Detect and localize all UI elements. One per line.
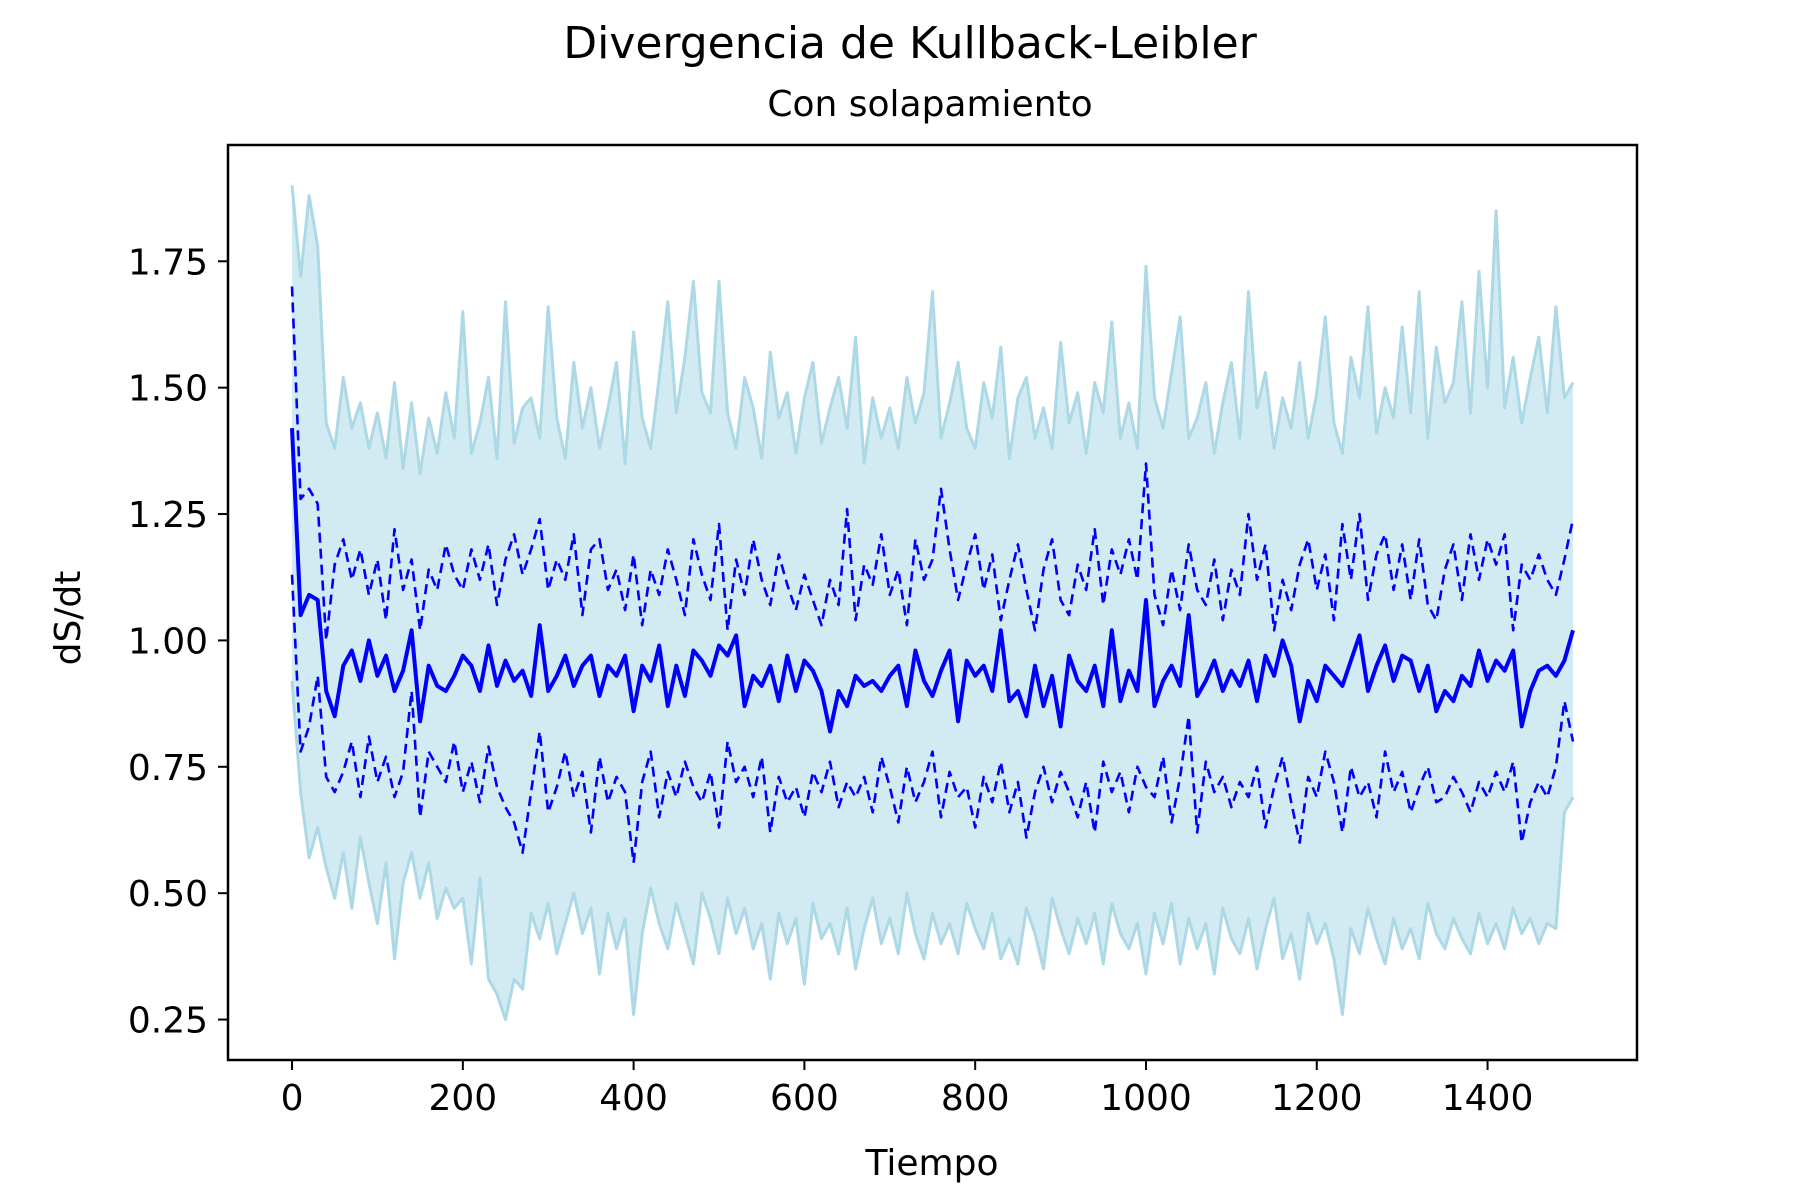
series-group: [290, 185, 1575, 1022]
x-tick-label: 400: [599, 1078, 668, 1119]
chart-title: Divergencia de Kullback-Leibler: [563, 18, 1257, 69]
series-line-sample-trajectory-min: [290, 680, 1575, 1022]
x-tick-label: 600: [770, 1078, 839, 1119]
series-line-lower-band: [290, 574, 1575, 865]
y-axis: 0.25 0.50 0.75 1.00 1.25 1.50 1.75: [128, 242, 228, 1042]
x-tick-label: 1200: [1271, 1078, 1363, 1119]
x-tick-label: 0: [281, 1078, 304, 1119]
sample-range-fill: [292, 185, 1573, 1020]
chart-subtitle: Con solapamiento: [767, 84, 1092, 125]
y-tick-label: 1.50: [128, 369, 208, 410]
y-tick-label: 1.75: [128, 242, 208, 283]
y-tick-label: 0.25: [128, 1001, 208, 1042]
series-line-upper-band: [290, 286, 1575, 642]
x-axis: 0 200 400 600 800 1000 1200 1400: [281, 1060, 1534, 1119]
series-line-sample-trajectory-max: [290, 185, 1575, 476]
series-line-mean: [290, 428, 1575, 734]
y-tick-label: 1.00: [128, 621, 208, 662]
x-tick-label: 1400: [1442, 1078, 1534, 1119]
sample-band: [292, 185, 1573, 1020]
x-tick-label: 1000: [1100, 1078, 1192, 1119]
y-tick-label: 0.75: [128, 748, 208, 789]
x-tick-label: 200: [428, 1078, 497, 1119]
y-tick-label: 0.50: [128, 874, 208, 915]
x-tick-label: 800: [941, 1078, 1010, 1119]
plot-frame: [226, 143, 1639, 1062]
y-tick-label: 1.25: [128, 495, 208, 536]
y-axis-label: dS/dt: [48, 571, 89, 666]
x-axis-label: Tiempo: [865, 1143, 999, 1184]
